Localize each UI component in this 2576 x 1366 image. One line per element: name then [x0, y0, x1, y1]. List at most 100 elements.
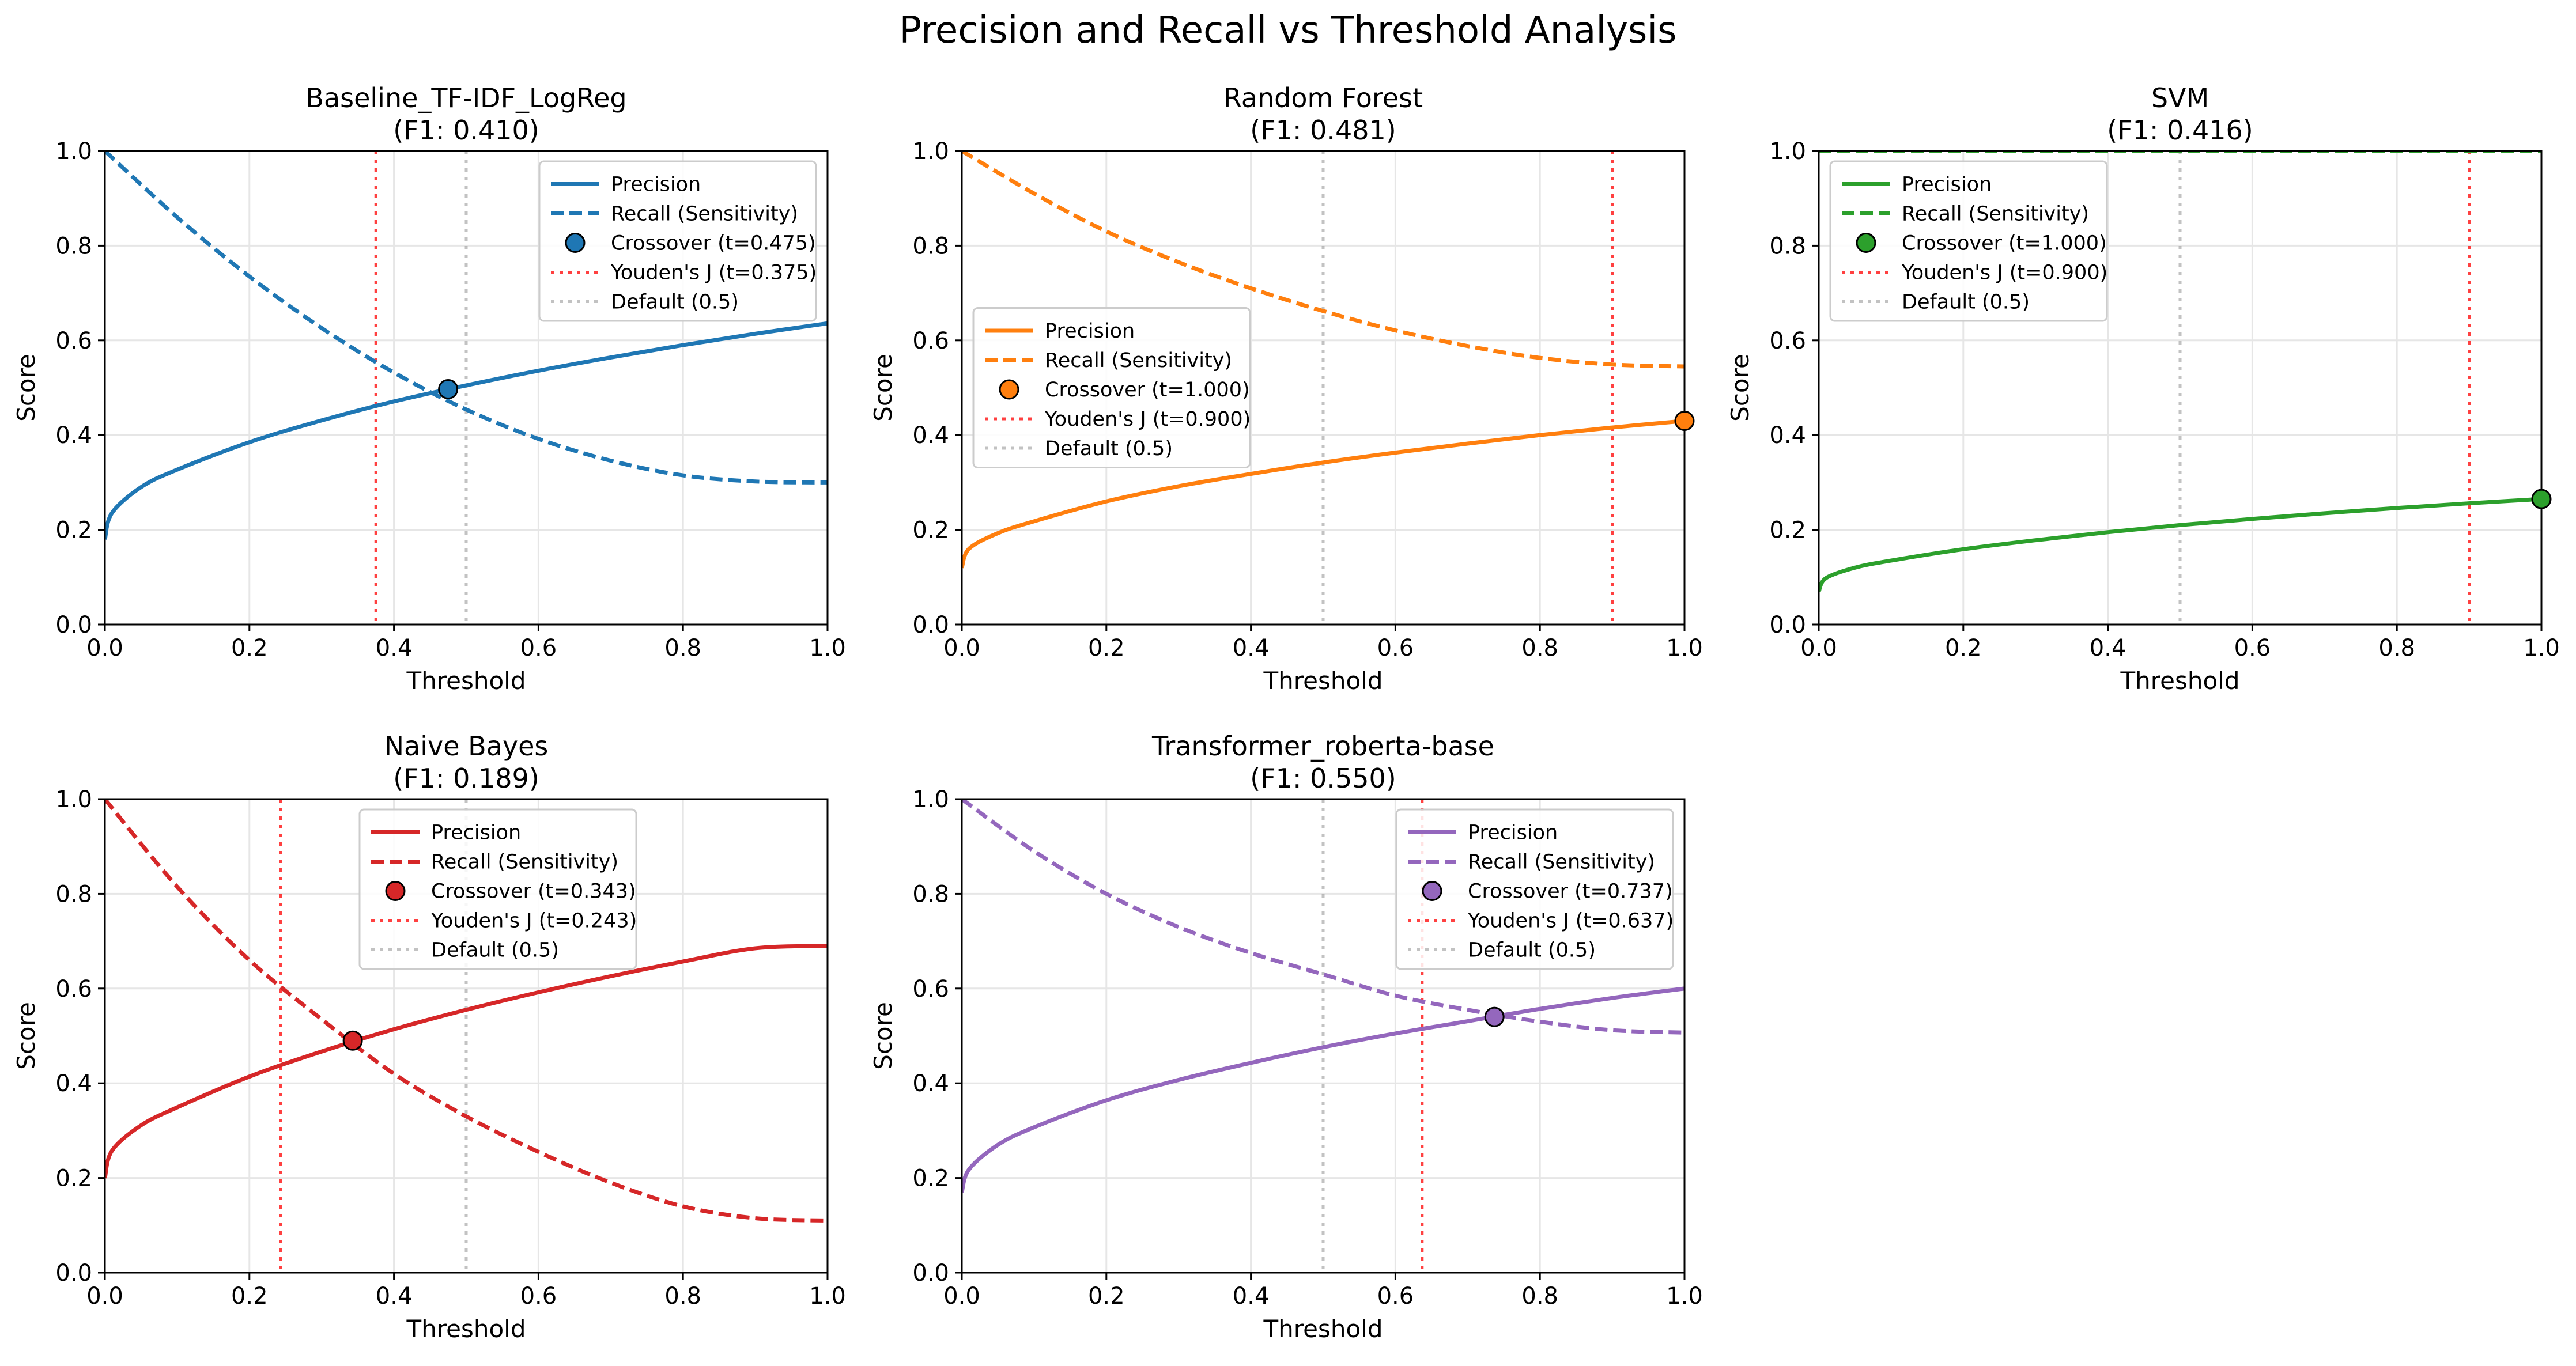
plot-area: [962, 151, 1684, 625]
y-tick-label: 0.8: [55, 881, 92, 907]
chart-panel: SVM(F1: 0.416) 0.0 0.2 0.4 0.6 0.8 1.0 0.0 0.2 0.…: [1726, 82, 2560, 695]
legend: Precision Recall (Sensitivity) Crossover (…: [358, 808, 637, 970]
y-axis-label: Score: [1726, 354, 1754, 422]
x-tick-label: 0.2: [231, 1283, 268, 1310]
legend-box: [538, 160, 817, 322]
panel-title: Baseline_TF-IDF_LogReg: [305, 82, 626, 113]
legend-label: Default (0.5): [1468, 939, 1596, 962]
x-axis-label: Threshold: [1263, 1315, 1383, 1343]
x-tick-label: 0.2: [1945, 635, 1982, 661]
x-tick-label: 0.4: [1233, 635, 1270, 661]
x-axis-label: Threshold: [406, 667, 526, 695]
axes-frame: [961, 798, 1686, 1274]
precision-line: [962, 419, 1684, 569]
legend-label: Youden's J (t=0.243): [430, 910, 637, 933]
legend-label: Youden's J (t=0.375): [610, 262, 817, 285]
x-tick-label: 0.6: [1377, 635, 1414, 661]
legend-label: Precision: [1902, 173, 1992, 196]
x-axis-label: Threshold: [2120, 667, 2240, 695]
legend-label: Youden's J (t=0.900): [1044, 408, 1251, 431]
recall-line: [105, 151, 828, 485]
y-axis-label: Score: [869, 354, 897, 422]
crossover-marker: [1484, 1006, 1505, 1027]
legend-swatch: [1856, 233, 1876, 253]
recall-line: [105, 799, 828, 1223]
crossover-marker: [438, 379, 459, 399]
legend-label: Precision: [431, 822, 521, 845]
legend: Precision Recall (Sensitivity) Crossover (…: [1395, 808, 1674, 970]
y-tick-label: 0.6: [55, 976, 92, 1002]
panel-title: Transformer_roberta-base: [1151, 731, 1494, 762]
legend-box: [1829, 160, 2108, 322]
plot-area: [105, 151, 828, 625]
x-tick-label: 0.8: [664, 635, 701, 661]
y-tick-label: 0.4: [912, 1070, 949, 1097]
crossover-marker: [342, 1030, 363, 1051]
x-tick-label: 0.6: [520, 635, 557, 661]
recall-line: [962, 799, 1684, 1035]
y-tick-label: 0.4: [912, 422, 949, 449]
chart-panel: Naive Bayes(F1: 0.189) 0.0 0.2 0.4 0.6 0.8 1.0…: [12, 731, 846, 1343]
x-tick-label: 0.0: [1800, 635, 1837, 661]
legend-swatch: [999, 379, 1019, 400]
y-tick-label: 0.8: [1769, 233, 1806, 259]
panel-subtitle: (F1: 0.416): [2107, 115, 2253, 146]
x-tick-label: 0.0: [86, 1283, 123, 1310]
x-tick-label: 1.0: [809, 1283, 846, 1310]
legend-label: Youden's J (t=0.637): [1467, 910, 1674, 933]
y-tick-label: 0.0: [55, 1260, 92, 1286]
y-tick-label: 1.0: [55, 786, 92, 813]
y-tick-label: 0.0: [1769, 612, 1806, 638]
y-tick-label: 1.0: [912, 138, 949, 165]
x-tick-label: 0.0: [86, 635, 123, 661]
axes-frame: [104, 798, 829, 1274]
chart-panel: Baseline_TF-IDF_LogReg(F1: 0.410) 0.0 0.2 0…: [12, 82, 846, 695]
legend-label: Crossover (t=0.475): [611, 232, 816, 255]
y-tick-label: 0.2: [55, 517, 92, 544]
y-tick-label: 1.0: [55, 138, 92, 165]
recall-line: [962, 151, 1684, 369]
panel-subtitle: (F1: 0.410): [393, 115, 539, 146]
x-tick-label: 0.4: [376, 635, 413, 661]
legend-label: Default (0.5): [1902, 291, 2030, 314]
x-tick-label: 0.8: [1521, 635, 1558, 661]
x-tick-label: 0.0: [943, 635, 980, 661]
x-tick-label: 0.2: [1088, 635, 1125, 661]
panels: Baseline_TF-IDF_LogReg(F1: 0.410) 0.0 0.2 0…: [12, 82, 2560, 1343]
legend-box: [1395, 808, 1674, 970]
precision-line: [962, 986, 1684, 1193]
panel-title: SVM: [2151, 82, 2209, 113]
y-tick-label: 0.6: [55, 328, 92, 354]
y-tick-label: 0.2: [1769, 517, 1806, 544]
legend-swatch: [385, 881, 406, 901]
legend-label: Default (0.5): [431, 939, 559, 962]
legend-label: Recall (Sensitivity): [611, 203, 798, 226]
chart-panel: Random Forest(F1: 0.481) 0.0 0.2 0.4 0.6 0.8 1…: [869, 82, 1703, 695]
legend-label: Recall (Sensitivity): [1468, 851, 1655, 874]
x-axis-label: Threshold: [1263, 667, 1383, 695]
y-tick-label: 0.8: [912, 881, 949, 907]
legend: Precision Recall (Sensitivity) Crossover (…: [1829, 160, 2108, 322]
y-axis-label: Score: [869, 1002, 897, 1070]
legend-label: Recall (Sensitivity): [1045, 349, 1232, 372]
x-tick-label: 1.0: [809, 635, 846, 661]
legend-label: Crossover (t=0.343): [431, 880, 636, 903]
panel-subtitle: (F1: 0.481): [1250, 115, 1396, 146]
legend-swatch: [565, 233, 586, 253]
x-tick-label: 0.6: [520, 1283, 557, 1310]
x-tick-label: 0.6: [1377, 1283, 1414, 1310]
legend-label: Recall (Sensitivity): [431, 851, 618, 874]
axes-frame: [961, 150, 1686, 626]
x-tick-label: 0.4: [1233, 1283, 1270, 1310]
legend-label: Precision: [611, 173, 701, 196]
y-tick-label: 0.8: [55, 233, 92, 259]
legend-label: Default (0.5): [1045, 437, 1173, 460]
x-axis-label: Threshold: [406, 1315, 526, 1343]
y-tick-label: 0.4: [55, 1070, 92, 1097]
legend-label: Precision: [1468, 822, 1558, 845]
y-tick-label: 1.0: [1769, 138, 1806, 165]
legend-swatch: [1422, 881, 1442, 901]
legend: Precision Recall (Sensitivity) Crossover (…: [538, 160, 817, 322]
y-tick-label: 0.0: [912, 612, 949, 638]
